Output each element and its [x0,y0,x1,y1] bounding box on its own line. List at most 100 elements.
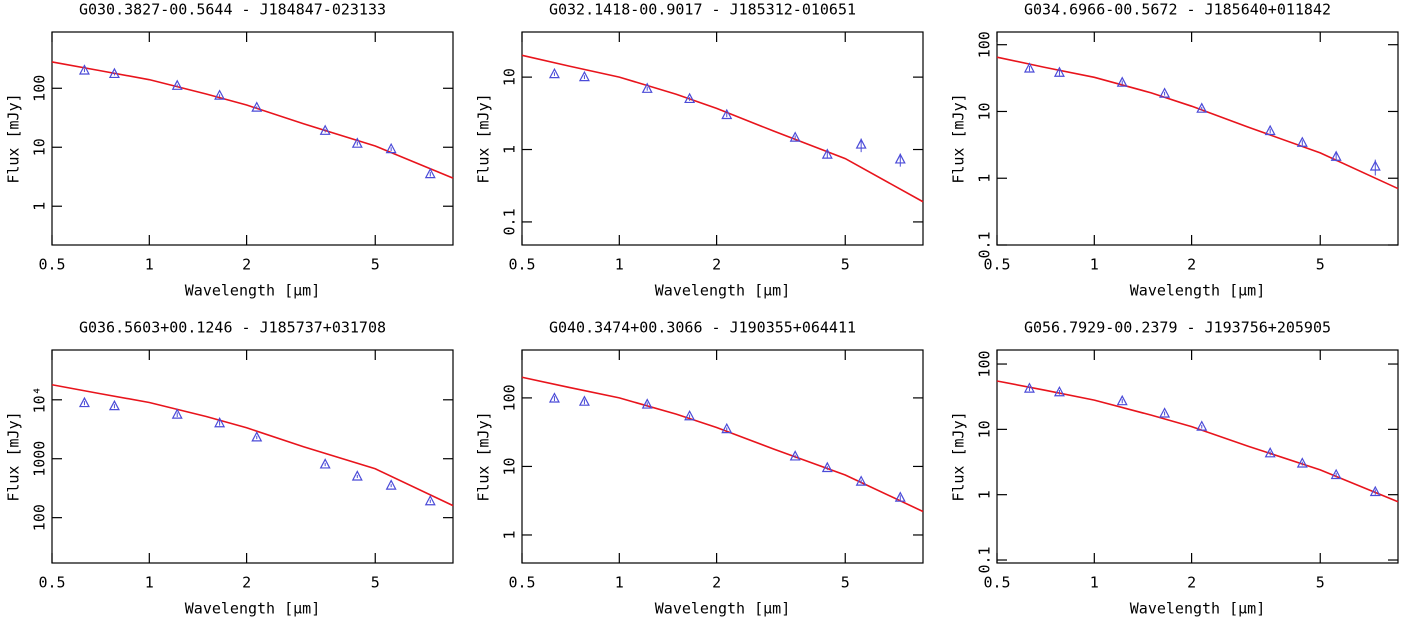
y-tick-label: 10⁴ [31,386,49,413]
x-tick-label: 0.5 [983,574,1010,592]
x-tick-label: 2 [712,256,721,274]
data-point [855,138,867,149]
data-point [319,458,331,469]
x-tick-label: 5 [1316,574,1325,592]
x-tick-label: 2 [242,574,251,592]
x-tick-label: 1 [145,574,154,592]
data-point [1330,150,1342,161]
model-line [996,380,1399,503]
x-tick-label: 5 [371,256,380,274]
plot-frame [996,349,1399,564]
y-tick-label: 1 [501,530,519,539]
data-point [1369,485,1381,497]
data-point [1116,394,1128,406]
x-axis-label: Wavelength [μm] [655,282,790,300]
data-point [821,461,833,473]
panel-title: G034.6966-00.5672 - J185640+011842 [1024,1,1331,19]
y-axis-label: Flux [mJy] [950,411,968,501]
panel-title: G036.5603+00.1246 - J185737+031708 [79,319,386,337]
panel-title: G040.3474+00.3066 - J190355+064411 [549,319,856,337]
data-point [78,64,90,75]
x-tick-label: 0.5 [508,574,535,592]
data-point [641,82,653,93]
panel: G036.5603+00.1246 - J185737+031708 0.5 1 2 5… [5,319,454,618]
plot-frame [51,349,454,564]
y-tick-label: 1 [976,490,994,499]
x-tick-label: 1 [615,256,624,274]
data-point [1053,385,1065,397]
x-tick-label: 2 [1187,574,1196,592]
y-tick-label: 100 [31,75,49,102]
data-point [251,431,263,442]
y-axis-label: Flux [mJy] [475,411,493,501]
y-tick-label: 1 [976,174,994,183]
y-axis-label: Flux [mJy] [475,93,493,183]
y-tick-label: 0.1 [976,231,994,258]
x-tick-label: 1 [1090,574,1099,592]
model-line [51,61,454,179]
data-point [1053,66,1065,77]
data-point [385,479,397,490]
x-axis-label: Wavelength [μm] [1130,600,1265,618]
y-axis-label: Flux [mJy] [5,411,23,501]
data-point [721,422,733,434]
data-point [641,398,653,409]
data-point [789,450,801,461]
data-point [548,67,560,79]
data-point [684,409,696,421]
y-tick-label: 100 [501,384,519,411]
data-point [684,92,696,104]
y-tick-label: 1 [501,145,519,154]
data-point [1196,420,1208,431]
data-point [894,491,906,502]
data-point [721,108,733,120]
y-tick-label: 10 [976,420,994,438]
data-point [548,392,560,403]
panel-title: G030.3827-00.5644 - J184847-023133 [79,1,386,19]
plot-frame [51,31,454,246]
data-point [351,470,363,481]
data-point [424,494,436,506]
data-point [385,142,397,154]
model-line [51,383,454,507]
y-tick-label: 100 [976,350,994,377]
y-tick-label: 100 [31,504,49,531]
data-point [251,101,263,112]
y-tick-label: 1000 [31,441,49,477]
data-point [1196,102,1208,113]
plot-frame [996,31,1399,246]
model-line [996,56,1399,190]
y-tick-label: 0.1 [976,546,994,573]
plot-frame [521,31,924,246]
data-point [1264,124,1276,136]
data-point [108,67,120,79]
data-point [319,124,331,135]
panel: G040.3474+00.3066 - J190355+064411 0.5 1 2 5… [475,319,924,618]
x-tick-label: 1 [615,574,624,592]
data-point [1296,136,1308,147]
data-point [894,153,906,164]
x-tick-label: 5 [841,256,850,274]
y-tick-label: 10 [501,68,519,86]
data-point [108,399,120,411]
panel: G034.6966-00.5672 - J185640+011842 0.5 1 2 5… [950,1,1399,300]
x-tick-label: 2 [1187,256,1196,274]
panel: G056.7929-00.2379 - J193756+205905 0.5 1 2 5… [950,319,1399,618]
x-tick-label: 5 [371,574,380,592]
panel: G032.1418-00.9017 - J185312-010651 0.5 1 2 5… [475,1,924,300]
x-axis-label: Wavelength [μm] [185,600,320,618]
data-point [1330,468,1342,480]
x-tick-label: 2 [712,574,721,592]
data-point [78,396,90,408]
data-point [789,131,801,142]
data-point [214,89,226,100]
panel: G030.3827-00.5644 - J184847-023133 0.5 1 2 5… [5,1,454,300]
x-tick-label: 0.5 [38,574,65,592]
panel-title: G032.1418-00.9017 - J185312-010651 [549,1,856,19]
data-point [1159,407,1171,418]
plot-frame [521,349,924,564]
y-tick-label: 10 [501,457,519,475]
data-point [1159,87,1171,98]
model-line [521,376,924,513]
